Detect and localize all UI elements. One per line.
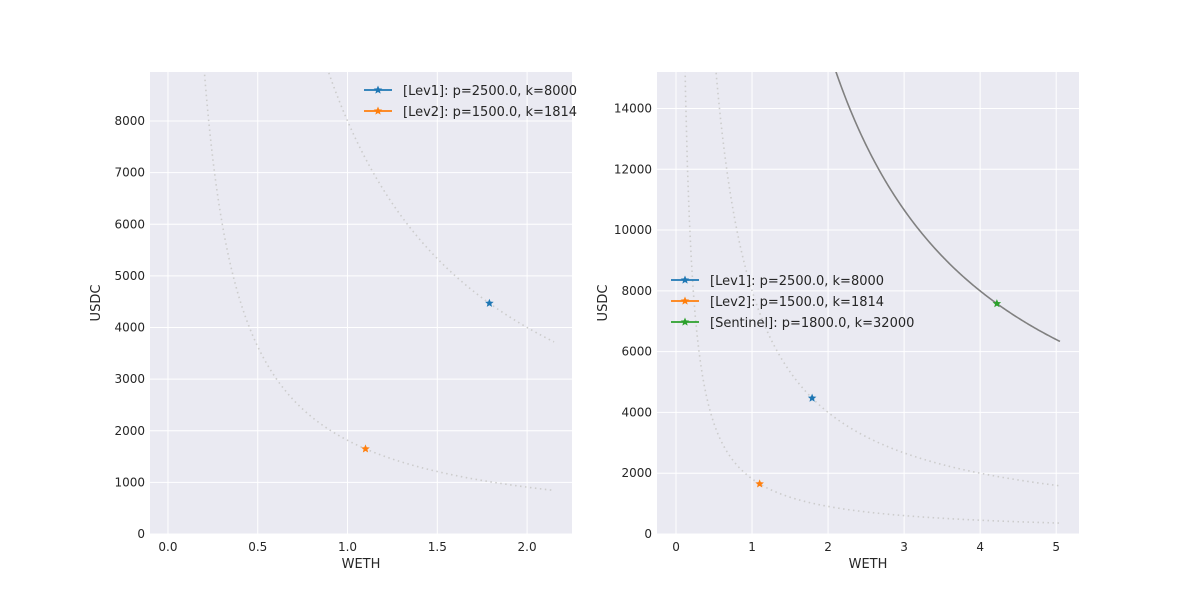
data-point-lev2 (755, 479, 764, 488)
legend-label: [Sentinel]: p=1800.0, k=32000 (710, 316, 914, 331)
legend-label: [Lev1]: p=2500.0, k=8000 (710, 274, 884, 289)
x-tick-label: 0.5 (248, 540, 267, 554)
y-tick-label: 6000 (114, 217, 145, 231)
y-tick-label: 14000 (614, 101, 652, 115)
legend-marker-lev1 (680, 275, 690, 284)
x-tick-label: 1.0 (338, 540, 357, 554)
legend: [Lev1]: p=2500.0, k=8000 [Lev2]: p=1500.0… (671, 274, 914, 331)
curve-layer (684, 72, 1061, 524)
y-axis-label: USDC (596, 285, 611, 322)
x-axis-label: WETH (849, 557, 888, 572)
x-tick-label: 1 (748, 540, 756, 554)
data-point-lev1 (807, 393, 817, 402)
y-tick-label: 12000 (614, 162, 652, 176)
y-tick-label: 0 (137, 527, 145, 541)
left-plot-panel: 0.0 0.5 1.0 1.5 2.0 0 1000 2000 3000 4000 5000 6000… (89, 72, 577, 572)
legend-marker-lev2 (680, 296, 690, 305)
y-tick-label: 4000 (114, 321, 145, 335)
plot-area (150, 72, 572, 534)
data-point-sentinel (992, 299, 1002, 308)
legend-label: [Lev2]: p=1500.0, k=1814 (403, 105, 577, 120)
legend: [Lev1]: p=2500.0, k=8000 [Lev2]: p=1500.0… (364, 84, 577, 120)
legend-marker-lev1 (373, 85, 383, 94)
legend-marker-lev2 (373, 106, 383, 115)
x-tick-label: 4 (976, 540, 984, 554)
y-tick-label: 3000 (114, 372, 145, 386)
k-curve-8000 (327, 72, 555, 343)
data-point-lev1 (485, 298, 494, 307)
y-tick-label: 8000 (621, 284, 652, 298)
y-tick-label: 2000 (621, 466, 652, 480)
legend-label: [Lev2]: p=1500.0, k=1814 (710, 295, 884, 310)
y-tick-label: 8000 (114, 114, 145, 128)
x-tick-label: 1.5 (428, 540, 447, 554)
legend-label: [Lev1]: p=2500.0, k=8000 (403, 84, 577, 99)
y-tick-label: 1000 (114, 475, 145, 489)
x-tick-label: 2 (824, 540, 832, 554)
x-tick-label: 0 (672, 540, 680, 554)
k-curve-32000 (835, 72, 1061, 343)
right-plot-panel: 0 1 2 3 4 5 0 2000 4000 6000 8000 10000 12000 14000 WE… (596, 72, 1079, 572)
x-tick-label: 0.0 (158, 540, 177, 554)
y-tick-label: 2000 (114, 424, 145, 438)
y-tick-label: 6000 (621, 345, 652, 359)
x-tick-label: 5 (1052, 540, 1060, 554)
y-tick-label: 0 (644, 527, 652, 541)
y-tick-label: 4000 (621, 405, 652, 419)
y-axis-label: USDC (89, 285, 104, 322)
y-tick-label: 7000 (114, 166, 145, 180)
y-tick-label: 5000 (114, 269, 145, 283)
legend-marker-sentinel (680, 317, 690, 326)
x-axis-label: WETH (342, 557, 381, 572)
data-point-lev2 (361, 444, 370, 453)
x-tick-label: 3 (900, 540, 908, 554)
y-tick-label: 10000 (614, 223, 652, 237)
x-tick-label: 2.0 (518, 540, 537, 554)
